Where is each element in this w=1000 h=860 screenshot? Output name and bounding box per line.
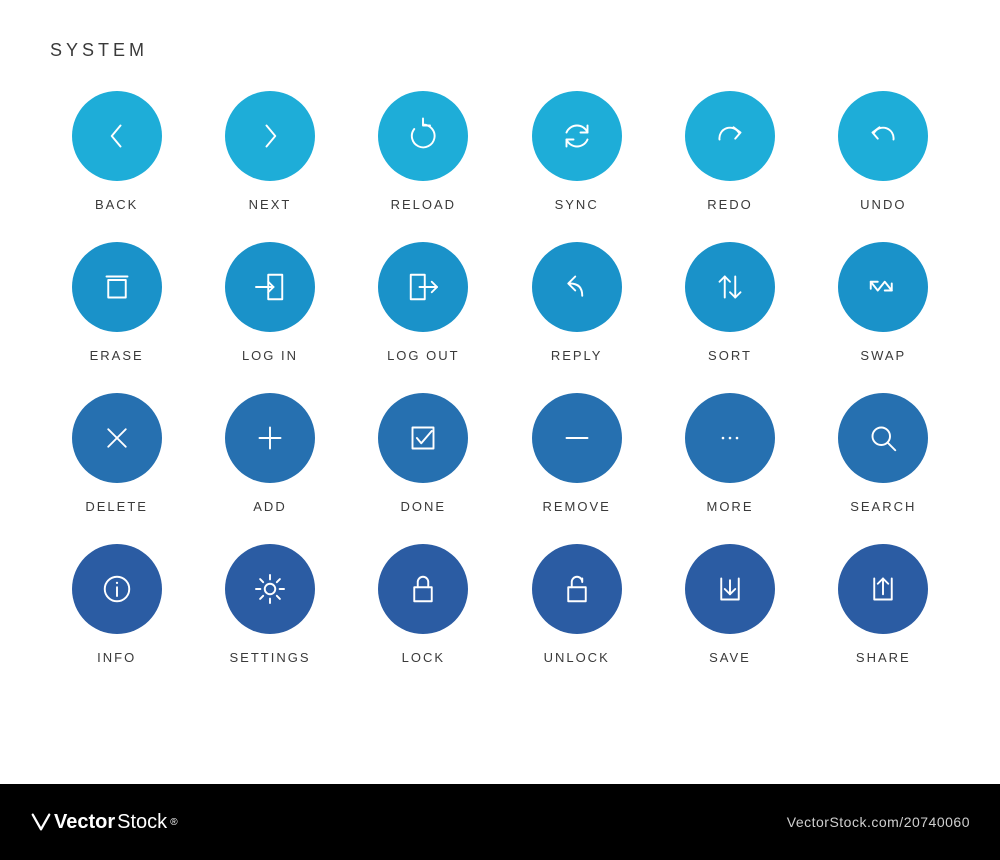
footer-brand: VectorStock ® (30, 811, 178, 834)
done-label: DONE (401, 499, 447, 514)
icon-grid: BACK NEXT RELOAD SYNC REDO UNDO ERASE LOG IN LOG… (40, 91, 960, 665)
settings-label: SETTINGS (229, 650, 310, 665)
back-cell: BACK (40, 91, 193, 212)
back-label: BACK (95, 197, 138, 212)
sort-icon[interactable] (685, 242, 775, 332)
delete-cell: DELETE (40, 393, 193, 514)
brand-mark-icon (30, 811, 52, 833)
done-cell: DONE (347, 393, 500, 514)
remove-label: REMOVE (542, 499, 610, 514)
erase-icon[interactable] (72, 242, 162, 332)
remove-cell: REMOVE (500, 393, 653, 514)
reload-cell: RELOAD (347, 91, 500, 212)
reply-cell: REPLY (500, 242, 653, 363)
redo-icon[interactable] (685, 91, 775, 181)
login-icon[interactable] (225, 242, 315, 332)
undo-label: UNDO (860, 197, 906, 212)
content-area: SYSTEM BACK NEXT RELOAD SYNC REDO UNDO ERASE LO… (0, 0, 1000, 784)
reply-label: REPLY (551, 348, 603, 363)
back-icon[interactable] (72, 91, 162, 181)
footer-brand-bold: Vector (54, 811, 115, 834)
info-icon[interactable] (72, 544, 162, 634)
sort-cell: SORT (653, 242, 806, 363)
info-label: INFO (97, 650, 136, 665)
more-cell: MORE (653, 393, 806, 514)
footer-bar: VectorStock ® VectorStock.com/20740060 (0, 784, 1000, 860)
save-icon[interactable] (685, 544, 775, 634)
save-cell: SAVE (653, 544, 806, 665)
login-label: LOG IN (242, 348, 298, 363)
redo-cell: REDO (653, 91, 806, 212)
done-icon[interactable] (378, 393, 468, 483)
unlock-cell: UNLOCK (500, 544, 653, 665)
share-icon[interactable] (838, 544, 928, 634)
footer-brand-light: Stock (117, 811, 167, 834)
delete-icon[interactable] (72, 393, 162, 483)
footer-id: VectorStock.com/20740060 (787, 814, 970, 830)
sync-icon[interactable] (532, 91, 622, 181)
swap-label: SWAP (860, 348, 906, 363)
lock-label: LOCK (402, 650, 445, 665)
page: SYSTEM BACK NEXT RELOAD SYNC REDO UNDO ERASE LO… (0, 0, 1000, 860)
more-icon[interactable] (685, 393, 775, 483)
add-cell: ADD (193, 393, 346, 514)
sync-cell: SYNC (500, 91, 653, 212)
search-cell: SEARCH (807, 393, 960, 514)
undo-cell: UNDO (807, 91, 960, 212)
logout-label: LOG OUT (387, 348, 460, 363)
add-icon[interactable] (225, 393, 315, 483)
reply-icon[interactable] (532, 242, 622, 332)
footer-reg-mark: ® (170, 817, 177, 828)
settings-cell: SETTINGS (193, 544, 346, 665)
more-label: MORE (706, 499, 753, 514)
unlock-icon[interactable] (532, 544, 622, 634)
remove-icon[interactable] (532, 393, 622, 483)
section-title: SYSTEM (50, 40, 960, 61)
redo-label: REDO (707, 197, 753, 212)
unlock-label: UNLOCK (544, 650, 610, 665)
search-icon[interactable] (838, 393, 928, 483)
swap-icon[interactable] (838, 242, 928, 332)
next-label: NEXT (249, 197, 292, 212)
share-cell: SHARE (807, 544, 960, 665)
login-cell: LOG IN (193, 242, 346, 363)
share-label: SHARE (856, 650, 911, 665)
erase-label: ERASE (90, 348, 144, 363)
logout-cell: LOG OUT (347, 242, 500, 363)
lock-cell: LOCK (347, 544, 500, 665)
reload-icon[interactable] (378, 91, 468, 181)
logout-icon[interactable] (378, 242, 468, 332)
settings-icon[interactable] (225, 544, 315, 634)
next-icon[interactable] (225, 91, 315, 181)
add-label: ADD (253, 499, 286, 514)
next-cell: NEXT (193, 91, 346, 212)
search-label: SEARCH (850, 499, 916, 514)
undo-icon[interactable] (838, 91, 928, 181)
lock-icon[interactable] (378, 544, 468, 634)
reload-label: RELOAD (391, 197, 456, 212)
sort-label: SORT (708, 348, 752, 363)
erase-cell: ERASE (40, 242, 193, 363)
info-cell: INFO (40, 544, 193, 665)
swap-cell: SWAP (807, 242, 960, 363)
save-label: SAVE (709, 650, 751, 665)
delete-label: DELETE (85, 499, 148, 514)
sync-label: SYNC (555, 197, 599, 212)
